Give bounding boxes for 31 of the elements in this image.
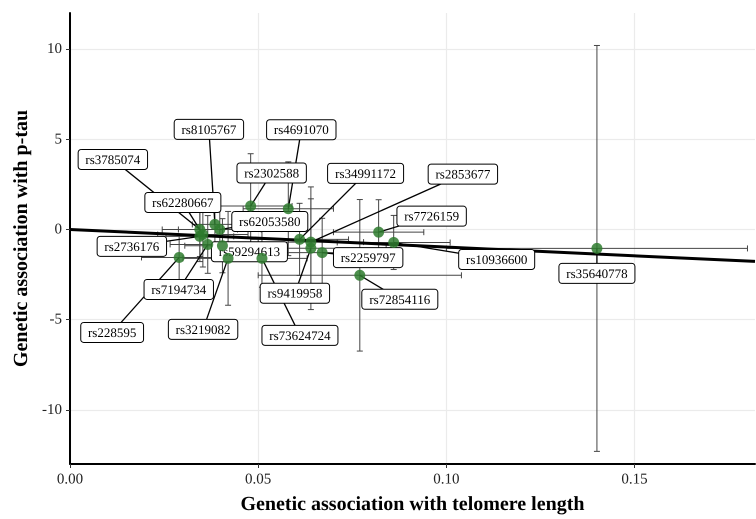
annotation: rs2259797 xyxy=(340,250,396,266)
annotation: rs72854116 xyxy=(369,292,431,307)
annotation: rs34991172 xyxy=(335,166,396,181)
annotation: rs3219082 xyxy=(176,322,231,337)
annotation: rs7194734 xyxy=(151,282,207,297)
annotation: rs2853677 xyxy=(435,166,491,182)
annotation: rs35640778 xyxy=(566,266,628,281)
annotation: rs8105767 xyxy=(181,122,237,137)
y-tick-label: 10 xyxy=(47,41,62,58)
annotation: rs10936600 xyxy=(466,252,528,267)
x-tick-label: 0.05 xyxy=(245,472,272,488)
annotation: rs73624724 xyxy=(269,328,332,343)
annotation: rs59294613 xyxy=(218,244,280,260)
y-axis-title: Genetic association with p-tau xyxy=(10,110,32,368)
x-tick-label: 0.00 xyxy=(56,472,84,488)
annotation: rs9419958 xyxy=(267,286,322,301)
x-tick-label: 0.15 xyxy=(621,472,648,488)
y-tick-label: -10 xyxy=(42,402,62,418)
y-tick-label: -5 xyxy=(50,312,62,328)
x-axis-title: Genetic association with telomere length xyxy=(240,493,585,515)
x-tick-label: 0.10 xyxy=(433,472,460,488)
annotation: rs62280667 xyxy=(152,195,214,210)
y-tick-label: 0 xyxy=(54,221,62,238)
annotation: rs7726159 xyxy=(404,208,460,224)
annotation: rs3785074 xyxy=(85,152,141,167)
annotation: rs4691070 xyxy=(274,122,329,138)
y-tick-label: 5 xyxy=(54,131,62,148)
annotation: rs62053580 xyxy=(239,214,300,229)
annotation: rs2302588 xyxy=(244,166,300,181)
annotation: rs2736176 xyxy=(104,238,160,254)
annotation: rs228595 xyxy=(88,324,136,340)
